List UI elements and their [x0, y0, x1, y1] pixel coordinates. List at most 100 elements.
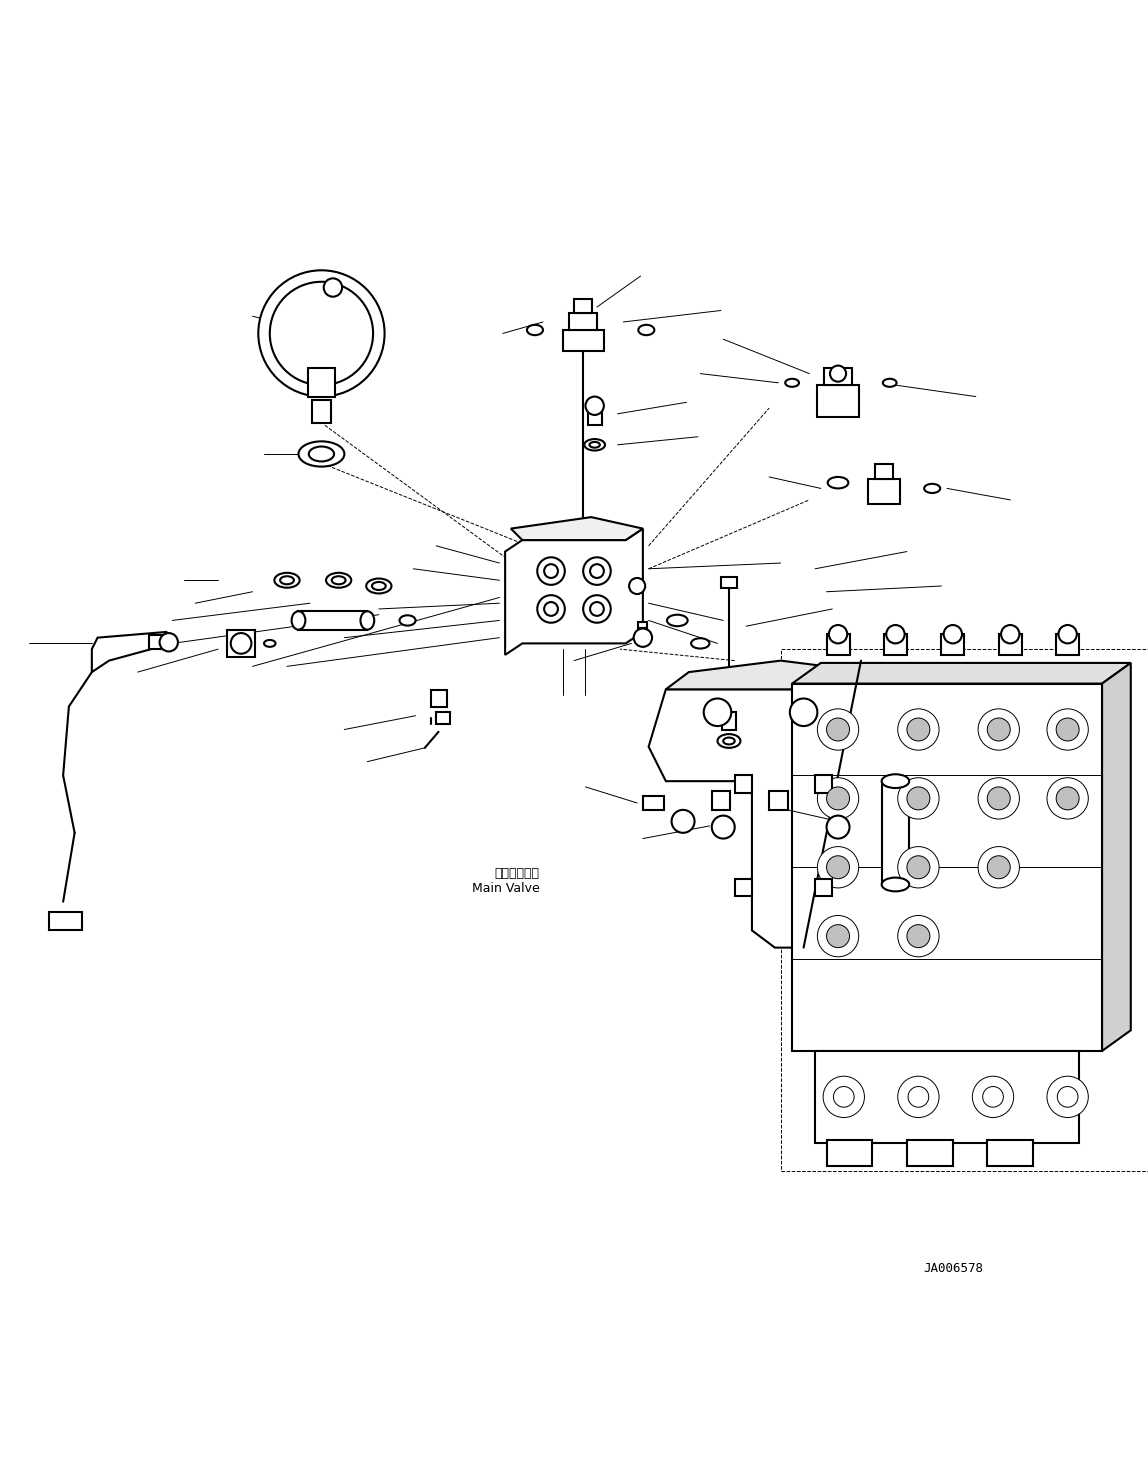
Bar: [827, 635, 850, 655]
Circle shape: [827, 856, 850, 878]
Bar: [643, 797, 664, 810]
Circle shape: [987, 856, 1010, 878]
Circle shape: [987, 786, 1010, 810]
Ellipse shape: [691, 638, 709, 649]
Polygon shape: [649, 673, 872, 947]
Circle shape: [827, 718, 850, 741]
Circle shape: [898, 778, 939, 818]
Circle shape: [1056, 786, 1079, 810]
Bar: [298, 611, 367, 630]
Polygon shape: [505, 528, 643, 655]
Circle shape: [817, 778, 859, 818]
Ellipse shape: [360, 611, 374, 630]
Ellipse shape: [298, 442, 344, 467]
Bar: [712, 791, 730, 810]
Bar: [941, 635, 964, 655]
Circle shape: [898, 1077, 939, 1118]
Polygon shape: [666, 661, 872, 689]
Circle shape: [823, 1077, 864, 1118]
Circle shape: [258, 270, 385, 397]
Ellipse shape: [527, 325, 543, 336]
Ellipse shape: [584, 439, 605, 451]
Circle shape: [978, 846, 1019, 889]
Ellipse shape: [400, 616, 416, 626]
Bar: [999, 635, 1022, 655]
Circle shape: [817, 709, 859, 750]
Circle shape: [972, 1077, 1014, 1118]
Circle shape: [712, 816, 735, 839]
Circle shape: [704, 699, 731, 727]
Ellipse shape: [264, 641, 276, 646]
Ellipse shape: [366, 579, 391, 594]
Circle shape: [907, 856, 930, 878]
Circle shape: [1047, 709, 1088, 750]
Circle shape: [827, 925, 850, 947]
Circle shape: [907, 786, 930, 810]
Bar: [569, 312, 597, 330]
Circle shape: [160, 633, 178, 651]
Ellipse shape: [828, 477, 848, 489]
Ellipse shape: [882, 878, 909, 891]
Ellipse shape: [785, 379, 799, 387]
Ellipse shape: [667, 614, 688, 626]
Ellipse shape: [883, 379, 897, 387]
Circle shape: [1001, 624, 1019, 643]
Bar: [817, 385, 859, 417]
Circle shape: [672, 810, 695, 833]
Circle shape: [324, 279, 342, 296]
Circle shape: [907, 925, 930, 947]
Bar: [574, 299, 592, 312]
Bar: [781, 649, 1148, 1172]
Circle shape: [944, 624, 962, 643]
Ellipse shape: [292, 611, 305, 630]
Circle shape: [827, 786, 850, 810]
Circle shape: [1058, 624, 1077, 643]
Circle shape: [817, 915, 859, 957]
Bar: [312, 400, 331, 423]
Circle shape: [537, 595, 565, 623]
Bar: [815, 775, 832, 792]
Polygon shape: [1102, 662, 1131, 1050]
Ellipse shape: [326, 573, 351, 588]
Bar: [875, 464, 893, 479]
Circle shape: [978, 709, 1019, 750]
Bar: [769, 791, 788, 810]
Circle shape: [1047, 1077, 1088, 1118]
Polygon shape: [511, 516, 643, 540]
Bar: [721, 576, 737, 588]
Bar: [792, 684, 1102, 1050]
Bar: [827, 1141, 872, 1166]
Text: メインバルブ
Main Valve: メインバルブ Main Valve: [472, 867, 540, 896]
Circle shape: [583, 595, 611, 623]
Circle shape: [987, 718, 1010, 741]
Circle shape: [583, 557, 611, 585]
Polygon shape: [92, 632, 172, 673]
Bar: [430, 690, 447, 706]
Text: JA006578: JA006578: [923, 1262, 983, 1275]
Polygon shape: [792, 662, 1131, 684]
Circle shape: [231, 633, 251, 654]
Ellipse shape: [638, 325, 654, 336]
Circle shape: [1047, 778, 1088, 818]
Bar: [308, 368, 335, 397]
Circle shape: [827, 816, 850, 839]
Bar: [563, 330, 604, 350]
Circle shape: [898, 846, 939, 889]
Bar: [907, 1141, 953, 1166]
Bar: [588, 409, 602, 425]
Bar: [722, 712, 736, 730]
Circle shape: [817, 846, 859, 889]
Circle shape: [830, 366, 846, 382]
Circle shape: [629, 578, 645, 594]
Ellipse shape: [718, 734, 740, 748]
Bar: [815, 878, 832, 896]
Circle shape: [978, 778, 1019, 818]
Bar: [884, 635, 907, 655]
Circle shape: [898, 915, 939, 957]
Ellipse shape: [924, 484, 940, 493]
Circle shape: [886, 624, 905, 643]
Circle shape: [829, 624, 847, 643]
Ellipse shape: [274, 573, 300, 588]
Circle shape: [907, 718, 930, 741]
Circle shape: [585, 397, 604, 414]
